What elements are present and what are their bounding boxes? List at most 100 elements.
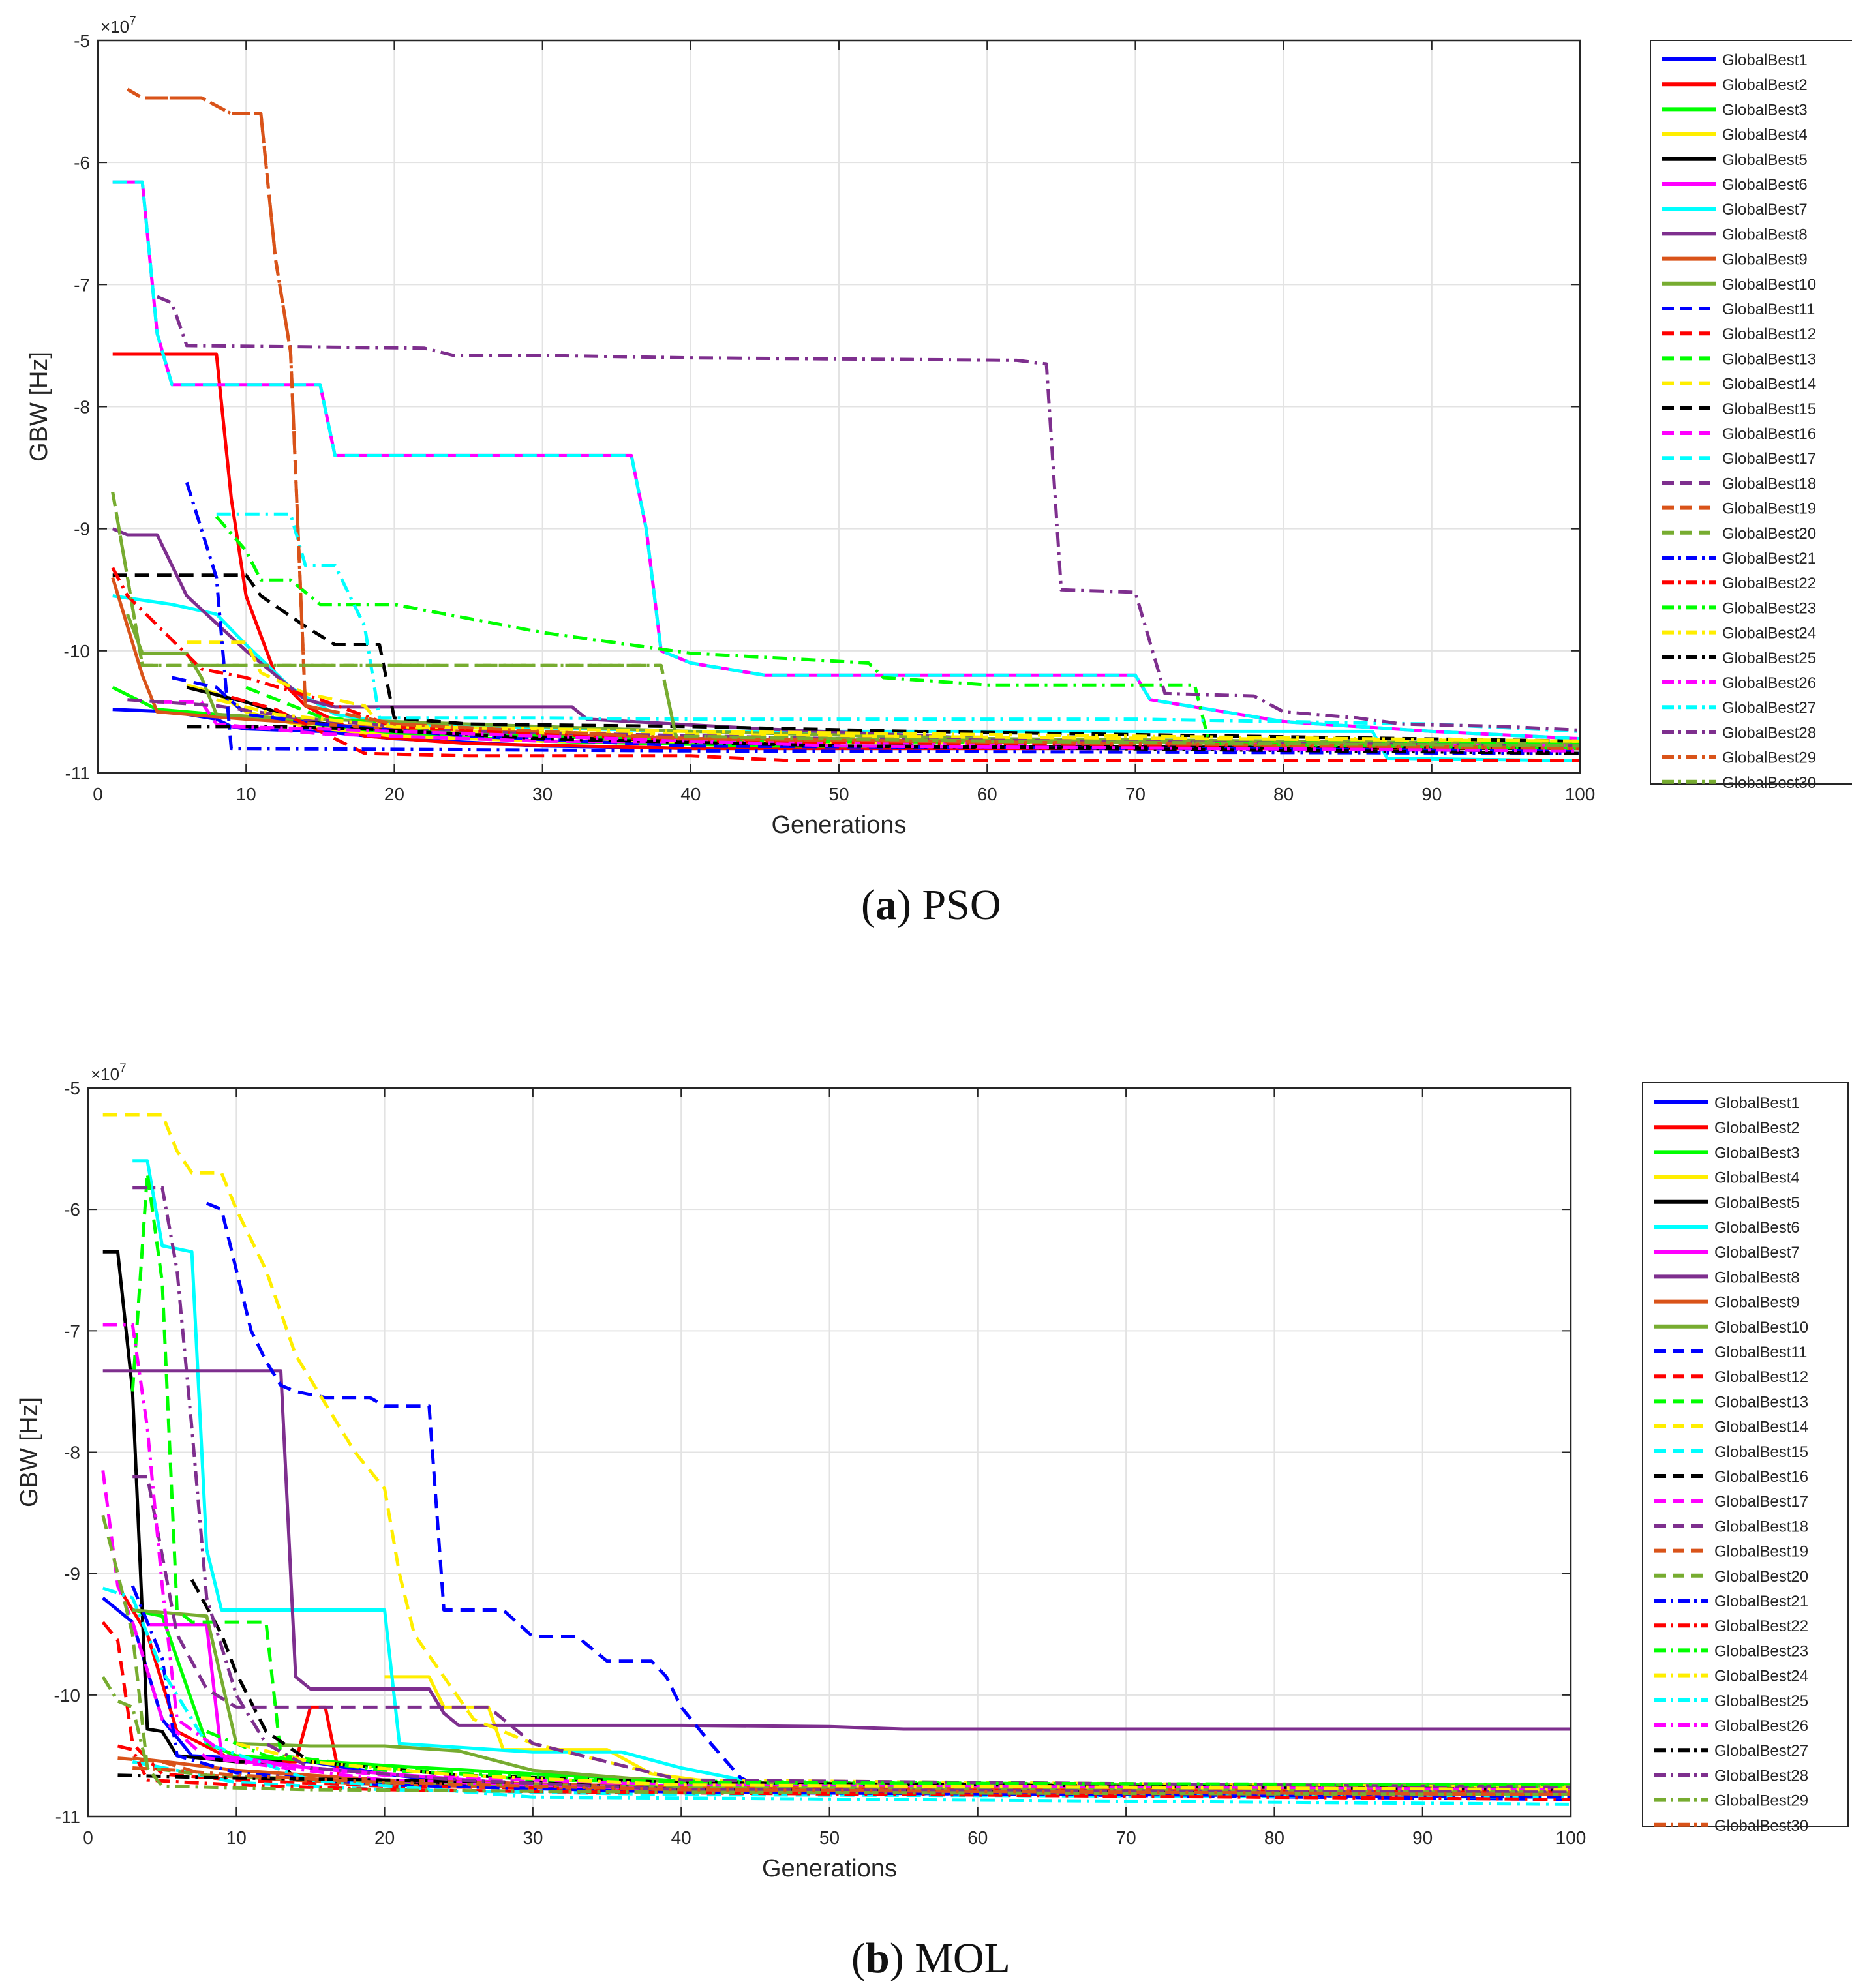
legend-label: GlobalBest6 [1714,1219,1800,1237]
legend-label: GlobalBest20 [1722,525,1816,543]
legend-label: GlobalBest29 [1722,749,1816,767]
chart-pso: 0 10 20 30 40 50 60 70 80 90 100 -11 -10 -9 -8 -7 -6 -5 ×1… [25,14,1852,839]
legend-label: GlobalBest9 [1714,1294,1800,1312]
legend-label: GlobalBest10 [1714,1319,1808,1336]
y-tick-label: -10 [54,1685,80,1706]
y-tick-label: -6 [64,1199,80,1220]
legend-label: GlobalBest5 [1722,151,1808,169]
legend-label: GlobalBest19 [1714,1543,1808,1561]
legend-label: GlobalBest11 [1722,301,1815,318]
x-tick-label: 50 [828,784,849,804]
legend-label: GlobalBest27 [1714,1742,1808,1760]
legend-label: GlobalBest1 [1722,52,1808,69]
y-tick-label: -8 [74,397,90,417]
x-tick-label: 80 [1264,1828,1284,1848]
y-tick-label: -11 [65,763,90,783]
series-line-globalbest19 [127,87,1580,751]
legend-label: GlobalBest15 [1714,1443,1808,1461]
legend-label: GlobalBest10 [1722,276,1816,294]
x-tick-label: 60 [977,784,997,804]
legend-label: GlobalBest26 [1714,1717,1808,1735]
x-tick-label: 80 [1273,784,1294,804]
legend-label: GlobalBest18 [1714,1518,1808,1535]
legend-label: GlobalBest22 [1722,575,1816,592]
series-line-globalbest23 [215,515,1580,751]
x-tick-label: 0 [83,1828,93,1848]
chart-mol: 0 10 20 30 40 50 60 70 80 90 100 -11 -10 -9 -8 -7 -6 -5 ×1… [16,1062,1849,1882]
legend-label: GlobalBest7 [1722,201,1808,218]
legend-label: GlobalBest4 [1714,1169,1800,1187]
x-tick-label: 40 [680,784,701,804]
series-line-globalbest21 [130,1585,1571,1799]
legend-label: GlobalBest14 [1722,376,1816,393]
y-tick-label: -8 [64,1443,80,1463]
series-line-globalbest28 [132,1186,1571,1794]
tick-labels: 0 10 20 30 40 50 60 70 80 90 100 -11 -10 -9 -8 -7 -6 -5 [54,1078,1586,1848]
series-line-globalbest30 [132,1766,1571,1796]
x-tick-label: 10 [226,1828,247,1848]
series-line-globalbest26 [231,725,1580,753]
legend-label: GlobalBest13 [1722,350,1816,368]
legend-label: GlobalBest28 [1722,724,1816,742]
x-tick-label: 90 [1412,1828,1433,1848]
legend-box [1650,40,1852,785]
series-line-globalbest30 [111,492,1580,748]
y-tick-label: -6 [74,153,90,173]
y-axis-label: GBW [Hz] [16,1397,43,1507]
y-tick-label: -5 [64,1078,80,1098]
legend-label: GlobalBest3 [1714,1144,1800,1162]
series-group [111,87,1580,762]
series-line-globalbest8 [112,527,1580,748]
legend-label: GlobalBest16 [1714,1468,1808,1486]
exponent-power: 7 [129,14,136,28]
exponent-power: 7 [119,1062,127,1076]
y-tick-label: -5 [74,31,90,51]
x-tick-label: 70 [1125,784,1146,804]
x-tick-label: 0 [93,784,103,804]
series-line-globalbest24 [216,698,1580,743]
series-line-globalbest6 [132,1159,1571,1792]
series-line-globalbest25 [102,1586,1571,1806]
legend-label: GlobalBest2 [1714,1119,1800,1137]
legend-label: GlobalBest11 [1714,1344,1807,1361]
legend-label: GlobalBest21 [1722,550,1816,567]
legend-label: GlobalBest6 [1722,176,1808,194]
x-tick-label: 70 [1116,1828,1136,1848]
legend-label: GlobalBest23 [1714,1642,1808,1660]
series-line-globalbest11 [172,676,1580,753]
legend-label: GlobalBest22 [1714,1618,1808,1635]
legend: GlobalBest1 GlobalBest2 GlobalBest3 GlobalB… [1642,1082,1849,1835]
legend-label: GlobalBest25 [1722,650,1816,667]
y-tick-label: -10 [64,641,90,661]
x-axis-label: Generations [762,1855,897,1882]
y-tick-label: -7 [64,1321,80,1341]
legend-label: GlobalBest8 [1714,1269,1800,1286]
series-line-globalbest2 [112,352,1580,751]
series-line-globalbest29 [101,1676,1571,1796]
series-line-globalbest29 [127,87,1580,751]
legend-label: GlobalBest23 [1722,599,1816,617]
tick-labels: 0 10 20 30 40 50 60 70 80 90 100 -11 -10 -9 -8 -7 -6 -5 [64,31,1596,804]
legend-label: GlobalBest17 [1714,1493,1808,1511]
legend-label: GlobalBest30 [1714,1817,1808,1835]
legend-label: GlobalBest5 [1714,1194,1800,1212]
exponent-label: ×107 [100,14,136,37]
legend-label: GlobalBest29 [1714,1792,1808,1810]
series-line-globalbest14 [102,1113,1571,1789]
series-line-globalbest11 [205,1201,1571,1801]
y-tick-label: -11 [55,1807,80,1827]
legend-label: GlobalBest12 [1722,325,1816,343]
series-line-globalbest18 [127,698,1580,748]
x-tick-label: 20 [374,1828,395,1848]
y-tick-label: -9 [74,519,90,539]
legend-label: GlobalBest3 [1722,101,1808,119]
x-tick-label: 10 [236,784,256,804]
x-tick-label: 60 [967,1828,988,1848]
legend-label: GlobalBest13 [1714,1393,1808,1411]
y-tick-label: -9 [64,1564,80,1584]
x-tick-label: 100 [1556,1828,1586,1848]
series-line-globalbest8 [102,1369,1571,1731]
series-line-globalbest13 [130,1171,1571,1789]
legend-label: GlobalBest27 [1722,699,1816,717]
caption-b: (b) MOL [851,1935,1010,1982]
